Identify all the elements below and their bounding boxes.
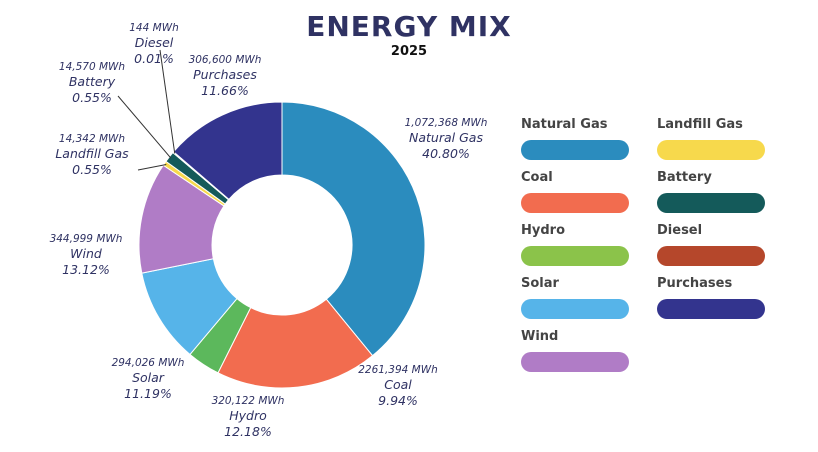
label-landfill-gas: 14,342 MWh Landfill Gas 0.55% <box>12 133 172 177</box>
label-value: 344,999 MWh <box>49 233 123 245</box>
label-natural-gas: 1,072,368 MWh Natural Gas 40.80% <box>366 117 526 161</box>
slice-coal <box>217 298 374 389</box>
legend-swatch <box>521 352 629 372</box>
label-name: Landfill Gas <box>55 146 129 162</box>
legend-swatch <box>657 193 765 213</box>
legend-label: Diesel <box>657 223 703 238</box>
legend-swatch <box>657 299 765 319</box>
legend-item-landfill-gas: Landfill Gas <box>657 117 765 160</box>
label-value: 320,122 MWh <box>211 395 285 407</box>
label-value: 2261,394 MWh <box>358 364 438 376</box>
legend-item-coal: Coal <box>521 170 629 213</box>
legend-item-wind: Wind <box>521 329 629 372</box>
label-percent: 40.80% <box>422 145 470 161</box>
legend-swatch <box>657 140 765 160</box>
legend-label: Solar <box>521 276 559 291</box>
label-purchases: 306,600 MWh Purchases 11.66% <box>145 54 305 98</box>
legend-label: Natural Gas <box>521 117 608 132</box>
label-value: 14,342 MWh <box>58 133 126 145</box>
label-battery: 14,570 MWh Battery 0.55% <box>12 61 172 105</box>
label-percent: 11.19% <box>124 385 172 401</box>
label-percent: 13.12% <box>62 261 110 277</box>
label-percent: 12.18% <box>224 423 272 439</box>
label-name: Solar <box>132 370 164 386</box>
label-coal: 2261,394 MWh Coal 9.94% <box>318 364 478 408</box>
legend-label: Hydro <box>521 223 566 238</box>
chart-subtitle: 2025 <box>390 44 428 59</box>
legend-label: Wind <box>521 329 559 344</box>
label-name: Purchases <box>193 67 257 83</box>
legend-item-purchases: Purchases <box>657 276 765 319</box>
label-wind: 344,999 MWh Wind 13.12% <box>6 233 166 277</box>
label-percent: 9.94% <box>378 392 418 408</box>
label-name: Coal <box>384 377 412 393</box>
label-diesel: 144 MWh Diesel 0.01% <box>74 22 234 66</box>
label-name: Hydro <box>229 408 267 424</box>
legend-item-diesel: Diesel <box>657 223 765 266</box>
legend-label: Battery <box>657 170 712 185</box>
label-name: Natural Gas <box>409 130 483 146</box>
label-value: 294,026 MWh <box>111 357 185 369</box>
legend-label: Purchases <box>657 276 733 291</box>
label-percent: 11.66% <box>201 82 249 98</box>
slice-purchases <box>172 101 283 201</box>
label-value: 144 MWh <box>129 22 179 34</box>
label-solar: 294,026 MWh Solar 11.19% <box>68 357 228 401</box>
legend-item-battery: Battery <box>657 170 765 213</box>
label-percent: 0.01% <box>134 50 174 66</box>
leader-line <box>159 49 176 154</box>
label-value: 306,600 MWh <box>188 54 262 66</box>
label-name: Diesel <box>134 35 174 51</box>
legend-swatch <box>657 246 765 266</box>
label-name: Wind <box>70 246 102 262</box>
slice-natural-gas <box>281 101 426 357</box>
label-hydro: 320,122 MWh Hydro 12.18% <box>168 395 328 439</box>
legend-item-hydro: Hydro <box>521 223 629 266</box>
legend-swatch <box>521 193 629 213</box>
label-name: Battery <box>68 74 116 90</box>
legend-label: Landfill Gas <box>657 117 743 132</box>
leader-line <box>117 95 172 159</box>
legend-swatch <box>521 299 629 319</box>
chart-title: ENERGY MIX <box>306 10 512 43</box>
legend-item-solar: Solar <box>521 276 629 319</box>
leader-line <box>137 163 167 171</box>
legend-label: Coal <box>521 170 553 185</box>
label-percent: 0.55% <box>72 161 112 177</box>
legend-swatch <box>521 140 629 160</box>
label-value: 14,570 MWh <box>58 61 126 73</box>
label-percent: 0.55% <box>72 89 112 105</box>
legend-swatch <box>521 246 629 266</box>
legend-item-natural-gas: Natural Gas <box>521 117 629 160</box>
label-value: 1,072,368 MWh <box>404 117 488 129</box>
